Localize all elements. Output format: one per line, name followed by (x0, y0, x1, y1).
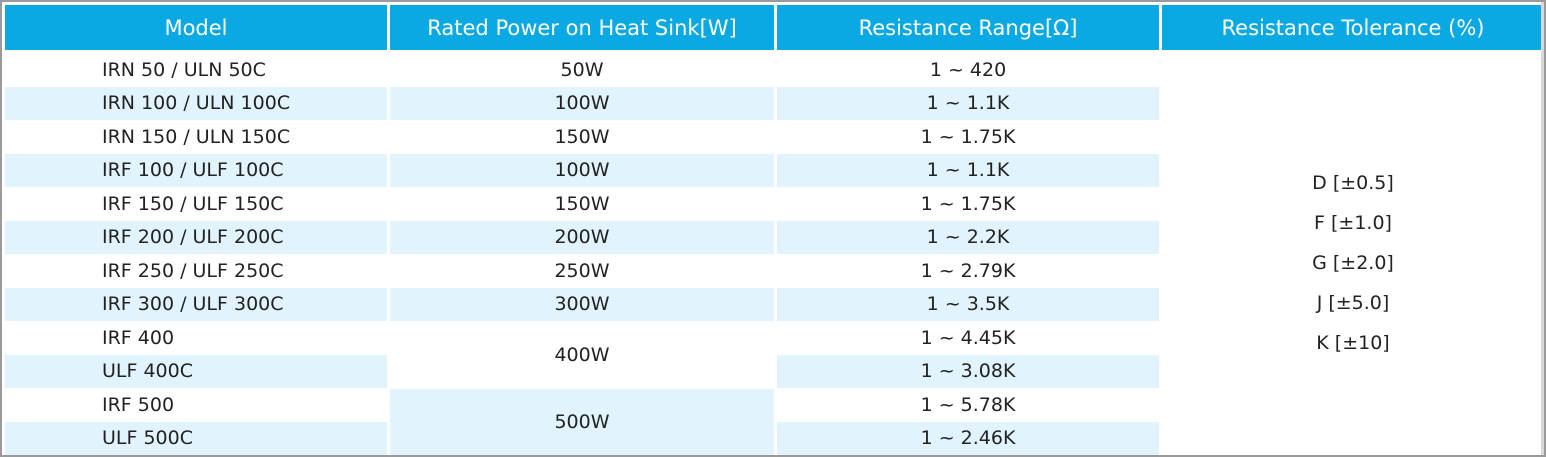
range-cell: 1 ~ 1.1K (926, 92, 1010, 114)
tolerance-item: K [±10] (1316, 332, 1390, 354)
header-model: Model (5, 5, 387, 50)
power-cell: 150W (554, 193, 610, 215)
range-cell: 1 ~ 2.79K (920, 260, 1016, 282)
power-cell-merged: 500W (554, 411, 610, 433)
tolerance-list: D [±0.5] F [±1.0] G [±2.0] J [±5.0] K [±… (1162, 163, 1544, 363)
row-stripe (5, 87, 387, 120)
range-cell: 1 ~ 1.1K (926, 159, 1010, 181)
power-cell: 250W (554, 260, 610, 282)
row-stripe (5, 154, 387, 187)
power-cell: 50W (560, 59, 604, 81)
model-cell: IRF 500 (102, 394, 175, 416)
range-cell: 1 ~ 5.78K (920, 394, 1016, 416)
model-cell: ULF 500C (102, 427, 193, 449)
row-stripe (390, 288, 774, 321)
power-cell: 100W (554, 92, 610, 114)
header-resistance-range: Resistance Range[Ω] (777, 5, 1159, 50)
tolerance-item: G [±2.0] (1312, 252, 1394, 274)
model-cell: IRN 50 / ULN 50C (102, 59, 266, 81)
model-cell: IRF 100 / ULF 100C (102, 159, 284, 181)
power-cell: 150W (554, 126, 610, 148)
table-edge (1541, 2, 1544, 455)
range-cell: 1 ~ 4.45K (920, 327, 1016, 349)
row-stripe (390, 221, 774, 254)
range-cell: 1 ~ 3.5K (926, 293, 1010, 315)
model-cell: IRF 300 / ULF 300C (102, 293, 284, 315)
tolerance-item: F [±1.0] (1314, 212, 1392, 234)
model-cell: ULF 400C (102, 360, 193, 382)
range-cell: 1 ~ 2.2K (926, 226, 1010, 248)
range-cell: 1 ~ 1.75K (920, 193, 1016, 215)
table-body: IRN 50 / ULN 50C 50W 1 ~ 420 IRN 100 / U… (2, 53, 1544, 455)
power-cell: 200W (554, 226, 610, 248)
range-cell: 1 ~ 3.08K (920, 360, 1016, 382)
row-stripe (777, 355, 1159, 388)
model-cell: IRN 100 / ULN 100C (102, 92, 291, 114)
model-cell: IRF 150 / ULF 150C (102, 193, 284, 215)
range-cell: 1 ~ 420 (929, 59, 1007, 81)
header-resistance-tolerance: Resistance Tolerance (%) (1162, 5, 1544, 50)
row-stripe (777, 288, 1159, 321)
row-stripe (777, 422, 1159, 455)
range-cell: 1 ~ 1.75K (920, 126, 1016, 148)
row-stripe (777, 154, 1159, 187)
row-stripe (5, 288, 387, 321)
row-stripe (5, 221, 387, 254)
model-cell: IRF 400 (102, 327, 175, 349)
row-stripe-merged (390, 389, 774, 455)
table-header: Model Rated Power on Heat Sink[W] Resist… (2, 2, 1544, 50)
row-stripe (390, 87, 774, 120)
header-rated-power: Rated Power on Heat Sink[W] (390, 5, 774, 50)
model-cell: IRN 150 / ULN 150C (102, 126, 291, 148)
row-stripe (777, 87, 1159, 120)
row-stripe (5, 422, 387, 455)
row-stripe (390, 154, 774, 187)
row-stripe (777, 221, 1159, 254)
row-stripe (5, 355, 387, 388)
model-cell: IRF 200 / ULF 200C (102, 226, 284, 248)
power-cell: 100W (554, 159, 610, 181)
power-cell-merged: 400W (554, 344, 610, 366)
model-cell: IRF 250 / ULF 250C (102, 260, 284, 282)
tolerance-item: D [±0.5] (1312, 172, 1394, 194)
power-cell: 300W (554, 293, 610, 315)
tolerance-item: J [±5.0] (1316, 292, 1390, 314)
range-cell: 1 ~ 2.46K (920, 427, 1016, 449)
